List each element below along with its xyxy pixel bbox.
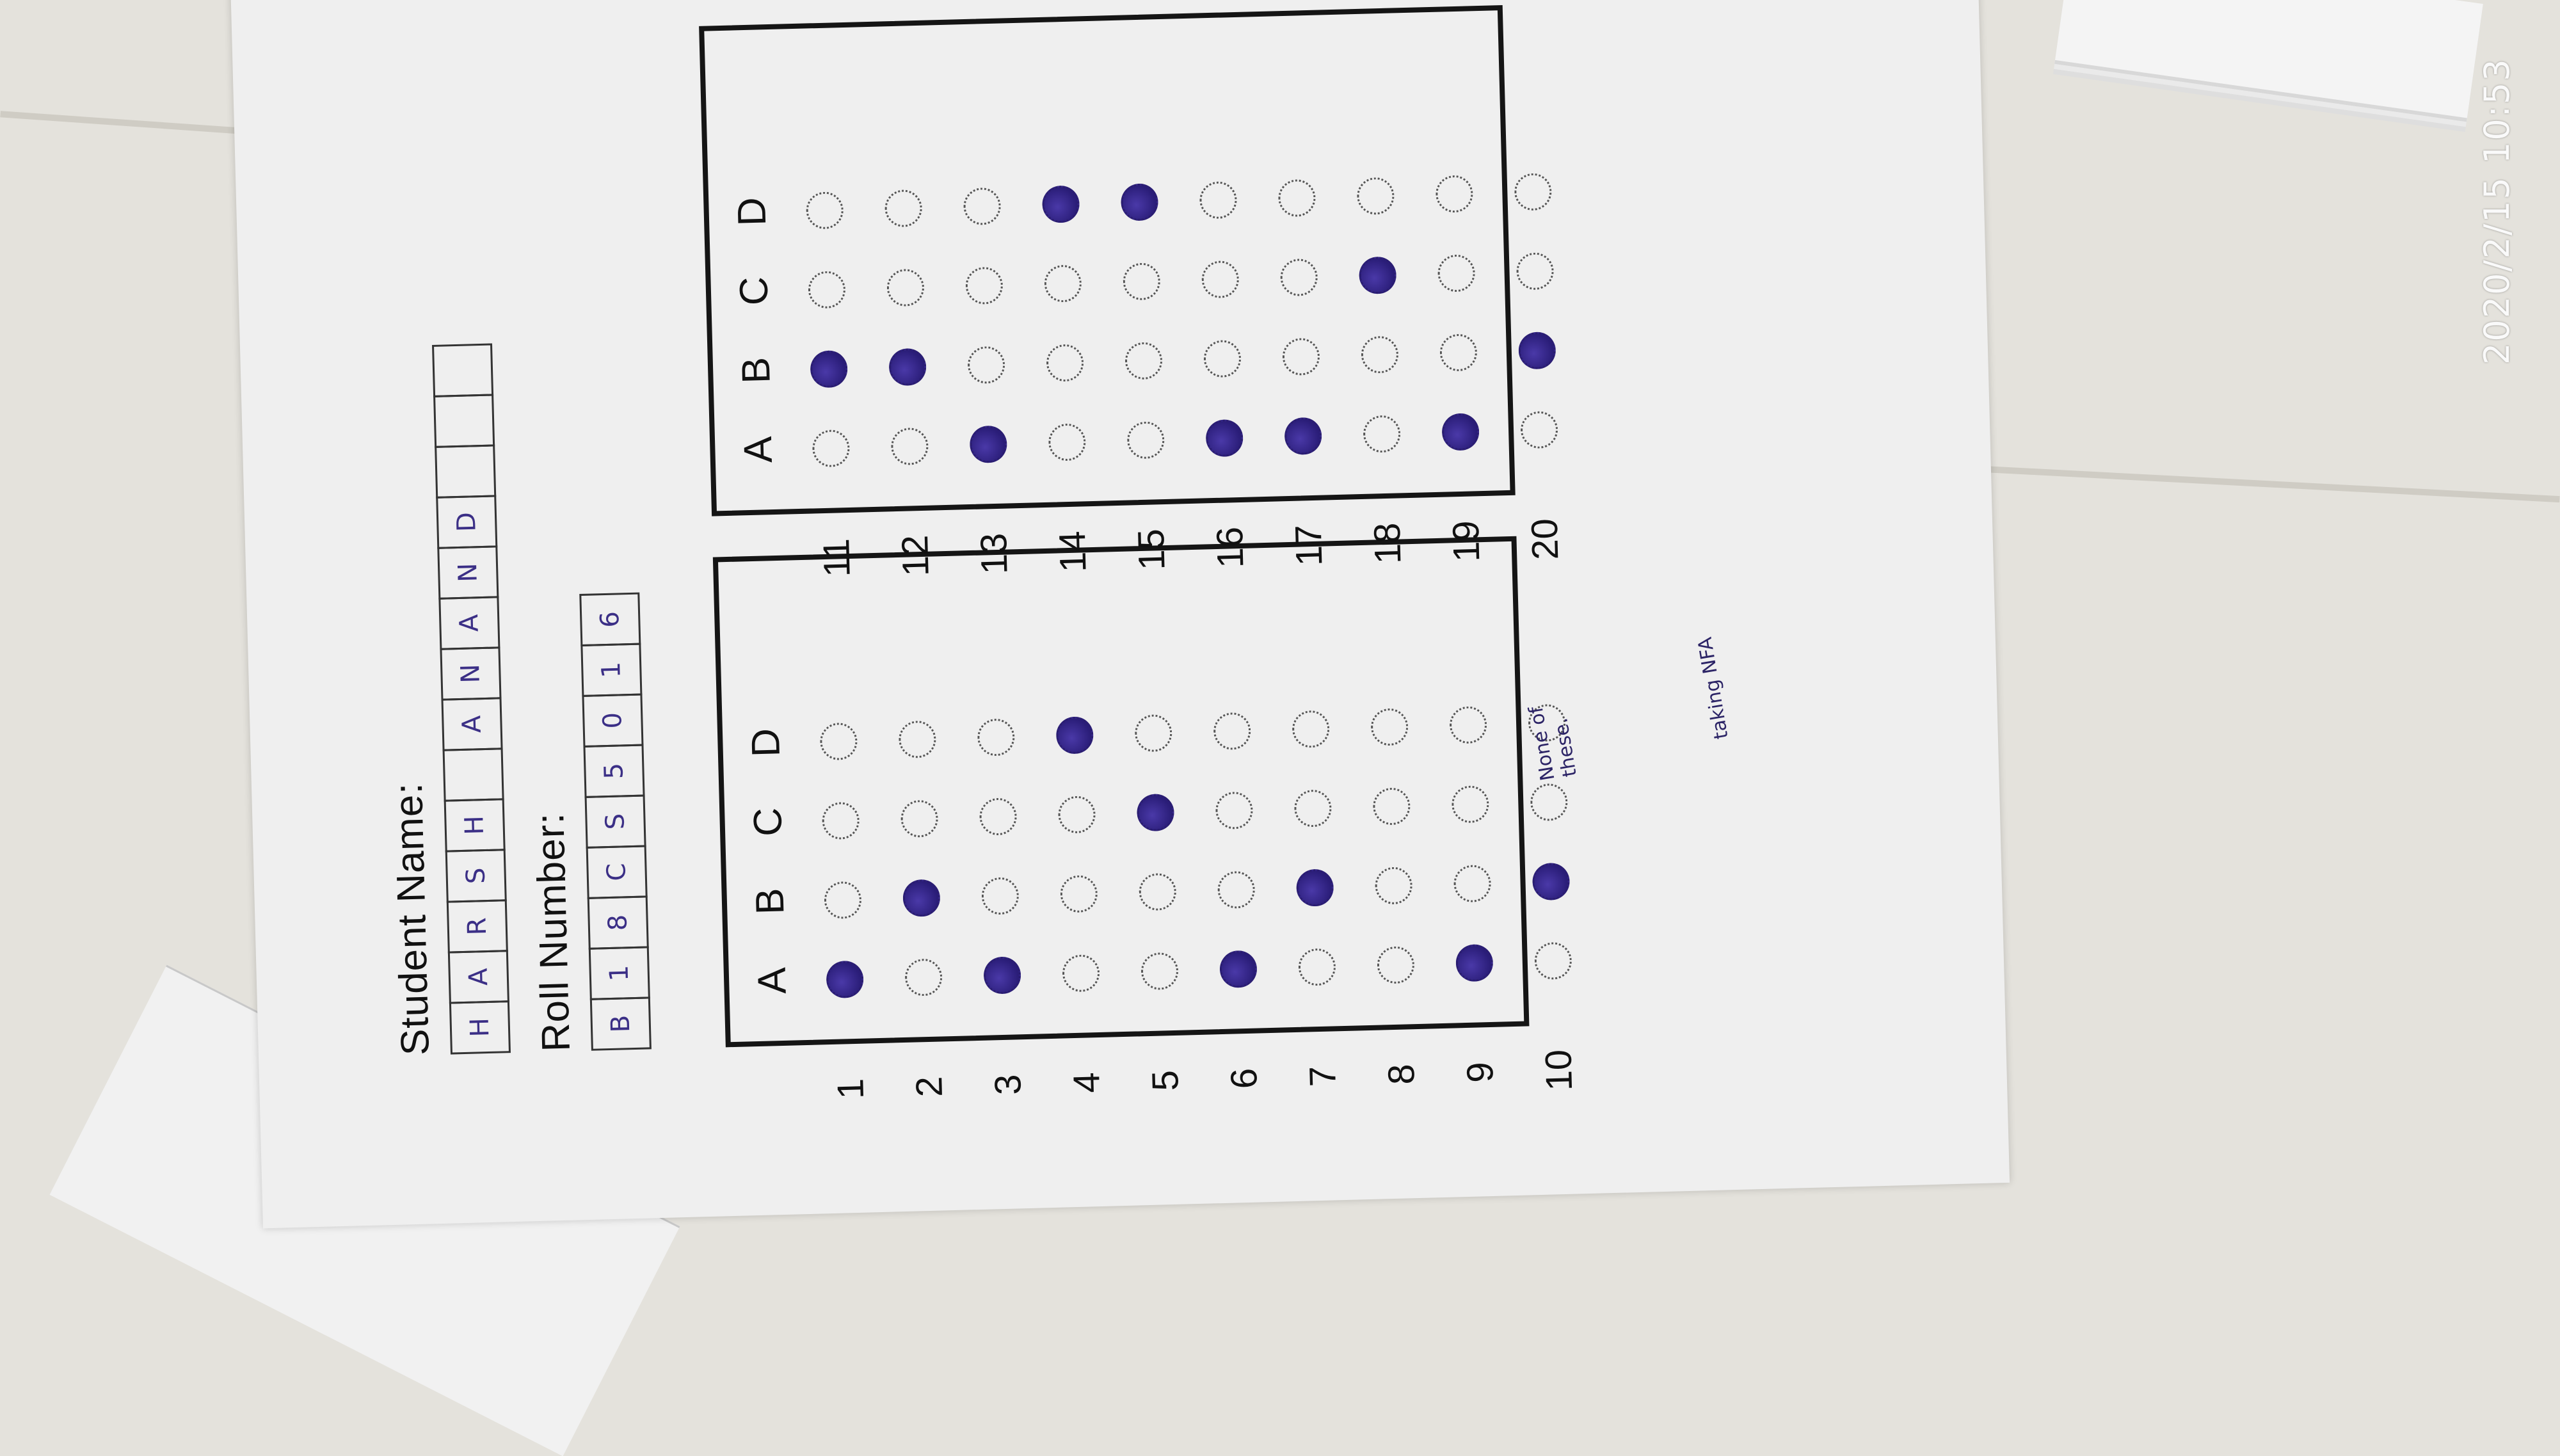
question-label: 15 (1130, 528, 1173, 571)
name-char-box (435, 444, 497, 499)
roll-char-box: 6 (579, 592, 641, 647)
roll-char-box: 5 (583, 744, 645, 798)
name-char-box: A (441, 697, 503, 751)
answer-grid: ABCD12345678910ABCD111213141516171819201… (230, 0, 1580, 1162)
name-char-box (433, 394, 495, 448)
name-char-box: R (446, 899, 508, 954)
question-label: 3 (987, 1073, 1029, 1096)
question-label: 18 (1366, 522, 1409, 565)
column-header-c: C (746, 807, 791, 837)
bubble-q20-a[interactable] (1520, 410, 1558, 449)
question-label: 17 (1287, 524, 1331, 567)
column-header-c: C (732, 276, 777, 307)
question-label: 4 (1066, 1071, 1108, 1094)
handwritten-note-q8: None of these. (1525, 701, 1581, 782)
name-char-box (442, 748, 504, 802)
name-char-box: N (437, 545, 499, 600)
question-label: 11 (815, 538, 858, 578)
column-header-d: D (743, 728, 789, 758)
roll-char-box: 0 (582, 693, 644, 748)
question-label: 14 (1051, 530, 1094, 573)
bubble-q20-c[interactable] (1516, 252, 1555, 291)
name-char-box: D (436, 495, 498, 549)
desk-seam-right (1946, 463, 2560, 503)
column-header-b: B (748, 887, 793, 915)
roll-char-box: B (589, 996, 652, 1051)
roll-char-box: 8 (587, 895, 649, 950)
paper-stack (2054, 0, 2483, 122)
question-label: 10 (1537, 1049, 1581, 1092)
column-header-a: A (749, 966, 795, 995)
name-char-box: H (449, 1000, 511, 1055)
question-label: 12 (894, 534, 937, 577)
question-label: 9 (1459, 1061, 1501, 1084)
bubble-q20-d[interactable] (1514, 173, 1553, 211)
question-label: 20 (1523, 518, 1567, 561)
name-char-box (432, 343, 494, 397)
name-char-box: N (440, 646, 502, 701)
name-char-box: S (445, 849, 507, 903)
student-name-label: Student Name: (386, 781, 438, 1056)
name-char-box: A (438, 596, 500, 650)
question-label: 1 (829, 1078, 872, 1100)
question-label: 16 (1208, 526, 1252, 569)
question-label: 19 (1444, 520, 1488, 563)
roll-char-box: C (586, 845, 648, 899)
bubble-q20-b[interactable] (1518, 332, 1556, 370)
bubble-q10-c[interactable] (1530, 783, 1569, 822)
roll-char-box: S (584, 794, 646, 849)
roll-char-box: 1 (580, 643, 643, 697)
column-header-b: B (733, 356, 779, 385)
timestamp-overlay: 2020/2/15 10:53 (2477, 58, 2517, 365)
question-label: 2 (908, 1076, 951, 1098)
question-label: 6 (1223, 1068, 1265, 1090)
question-label: 13 (973, 532, 1016, 575)
column-header-d: D (730, 196, 775, 227)
question-label: 7 (1301, 1065, 1344, 1087)
handwritten-note-q10: taking NFA (1693, 636, 1733, 741)
roll-number-label: Roll Number: (528, 812, 579, 1053)
roll-char-box: 1 (588, 946, 650, 1000)
name-char-box: A (447, 950, 509, 1004)
column-header-a: A (735, 436, 781, 464)
question-label: 8 (1380, 1063, 1423, 1085)
bubble-q10-b[interactable] (1532, 862, 1571, 901)
question-label: 5 (1144, 1069, 1187, 1092)
bubble-q10-a[interactable] (1534, 941, 1572, 980)
name-char-box: H (444, 798, 506, 852)
